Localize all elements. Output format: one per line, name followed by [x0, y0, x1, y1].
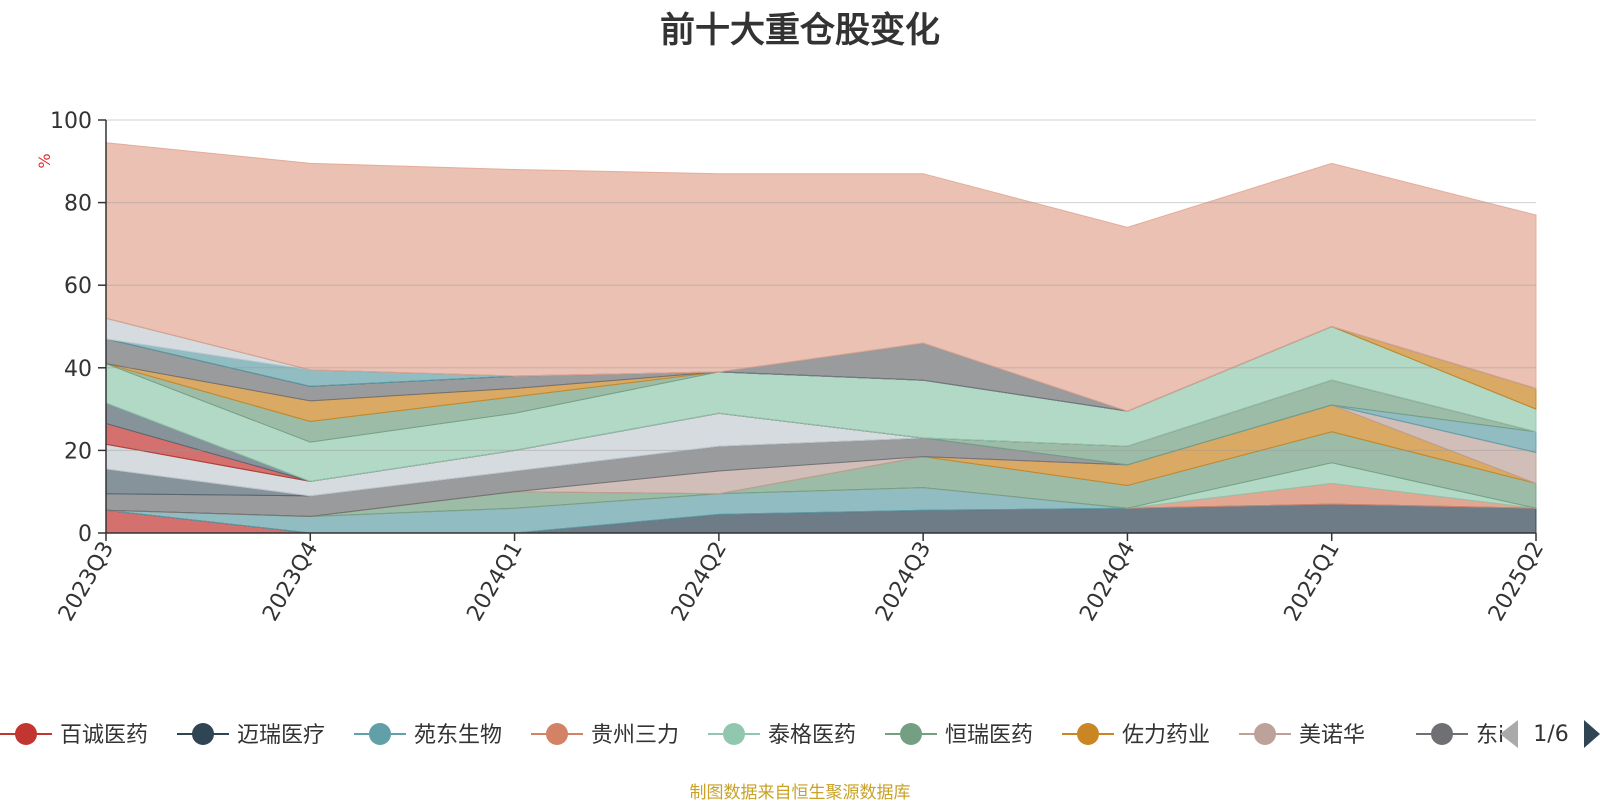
legend-item[interactable]: 百诚医药 — [0, 723, 148, 748]
legend-item[interactable]: 苑东生物 — [354, 723, 502, 748]
legend-label: 美诺华 — [1299, 723, 1365, 748]
y-tick-label: 20 — [64, 439, 92, 464]
legend-label: 东i — [1476, 723, 1504, 748]
chart-title: 前十大重仓股变化 — [659, 11, 940, 51]
legend: 百诚医药 迈瑞医疗 苑东生物 贵州三力 泰格医药 恒瑞医药 佐力药业 美诺华 东i 1/6 — [0, 720, 1600, 748]
grid-lines — [106, 119, 1536, 451]
legend-marker-icon — [15, 723, 37, 745]
area-layers — [105, 142, 1537, 534]
legend-label: 泰格医药 — [768, 723, 856, 748]
x-tick-label: 2024Q3 — [871, 538, 936, 626]
triangle-left-icon[interactable] — [1500, 720, 1518, 748]
legend-marker-icon — [192, 723, 214, 745]
legend-label: 苑东生物 — [414, 723, 502, 748]
legend-marker-icon — [723, 723, 745, 745]
legend-marker-icon — [900, 723, 922, 745]
legend-marker-icon — [1077, 723, 1099, 745]
x-tick-label: 2024Q1 — [462, 538, 527, 626]
legend-label: 佐力药业 — [1122, 723, 1210, 748]
x-tick-label: 2024Q4 — [1075, 538, 1140, 626]
y-tick-label: 0 — [78, 522, 92, 547]
triangle-right-icon[interactable] — [1584, 720, 1600, 748]
area-series-24[interactable] — [105, 142, 1537, 412]
legend-marker-icon — [546, 723, 568, 745]
y-tick-label: 60 — [64, 274, 92, 299]
legend-label: 迈瑞医疗 — [237, 723, 325, 748]
y-axis-label: % — [35, 153, 54, 168]
legend-item[interactable]: 恒瑞医药 — [885, 723, 1033, 748]
legend-item[interactable]: 泰格医药 — [708, 723, 856, 748]
legend-label: 百诚医药 — [60, 723, 148, 748]
x-tick-label: 2024Q2 — [667, 538, 732, 626]
x-tick-label: 2023Q3 — [54, 538, 119, 626]
x-tick-label: 2025Q1 — [1280, 538, 1345, 626]
legend-marker-icon — [369, 723, 391, 745]
legend-item[interactable]: 贵州三力 — [531, 723, 679, 748]
x-tick-label: 2025Q2 — [1484, 538, 1549, 626]
source-note: 制图数据来自恒生聚源数据库 — [689, 783, 911, 803]
x-tick-label: 2023Q4 — [258, 538, 323, 626]
y-tick-label: 40 — [64, 357, 92, 382]
legend-page-indicator: 1/6 — [1533, 722, 1568, 747]
legend-marker-icon — [1254, 723, 1276, 745]
legend-label: 贵州三力 — [591, 723, 679, 748]
y-tick-label: 100 — [50, 109, 92, 134]
legend-item[interactable]: 美诺华 — [1239, 723, 1365, 748]
y-tick-label: 80 — [64, 192, 92, 217]
legend-label: 恒瑞医药 — [945, 723, 1033, 748]
legend-item[interactable]: 迈瑞医疗 — [177, 723, 325, 748]
legend-marker-icon — [1431, 723, 1453, 745]
legend-item[interactable]: 东i — [1416, 723, 1504, 748]
legend-item[interactable]: 佐力药业 — [1062, 723, 1210, 748]
